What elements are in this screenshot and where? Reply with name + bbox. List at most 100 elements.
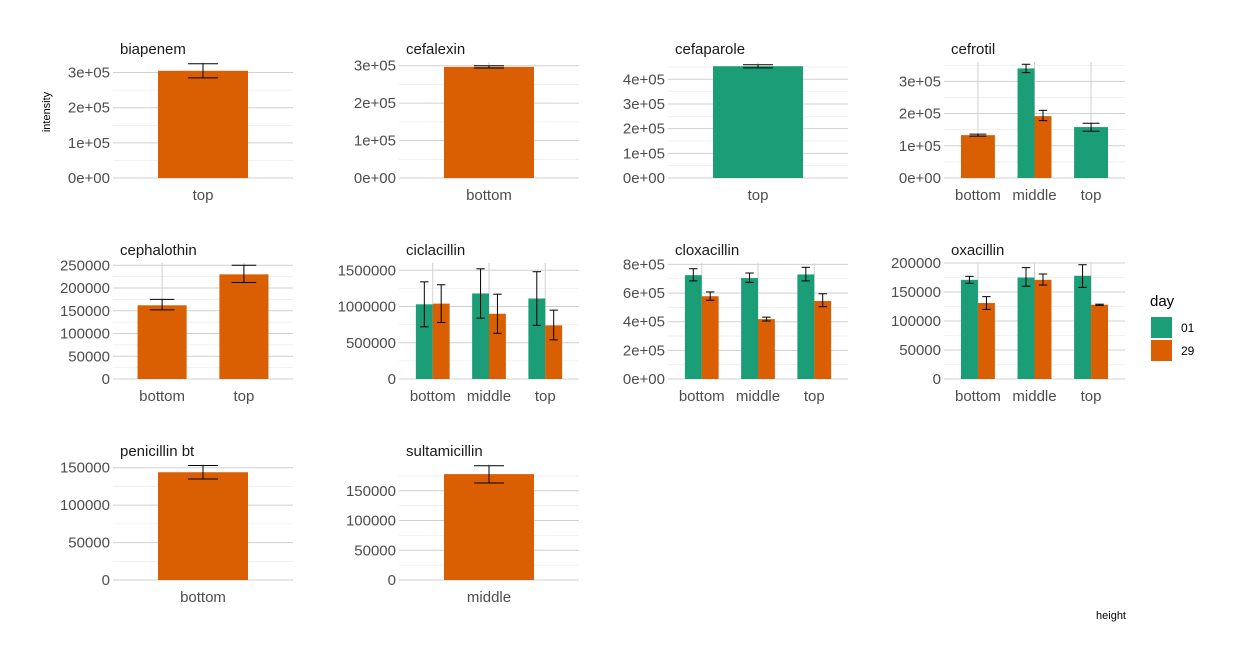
bar-penicillin-bt-bottom-day29 [158,472,248,580]
bar-cefrotil-bottom-day29 [960,135,995,178]
panel-biapenem: biapenem 0e+00 1e+05 2e+05 3e+05 top [68,41,293,204]
panel-sultamicillin: sultamicillin 0 50000 100000 150000 middle [346,443,579,606]
x-tick-label: middle [736,388,780,405]
panel-title: ciclacillin [406,242,465,259]
y-tick-label: 150000 [60,460,110,477]
x-tick-label: bottom [955,388,1001,405]
panel-cefrotil: cefrotil 0e+00 1e+05 2e+05 3e+05 bottom middle… [899,41,1125,204]
panel-title: cloxacillin [675,242,739,259]
y-tick-label: 100000 [60,326,110,343]
x-tick-label: middle [467,388,511,405]
y-tick-label: 1000000 [338,299,396,316]
panel-oxacillin: oxacillin 0 50000 100000 150000 200000 bottom m… [891,242,1125,405]
x-tick-label: top [233,388,254,405]
x-axis-title: height [1096,610,1126,622]
bar-cloxacillin-middle-day29 [758,319,775,379]
panel-title: penicillin bt [120,443,195,460]
bar-oxacillin-middle-day29 [1034,279,1052,379]
panel-title: cefalexin [406,41,465,58]
y-tick-label: 4e+05 [623,314,665,331]
bar-cefalexin-bottom-day29 [444,66,534,178]
panel-cloxacillin: cloxacillin 0e+00 2e+05 4e+05 6e+05 8e+05 bott… [623,242,848,405]
y-tick-label: 200000 [60,280,110,297]
y-tick-label: 250000 [60,257,110,274]
y-tick-label: 1e+05 [623,145,665,162]
y-tick-label: 2e+05 [623,121,665,138]
y-tick-label: 200000 [891,255,941,272]
y-tick-label: 50000 [899,342,941,359]
y-tick-label: 0 [933,371,941,388]
y-tick-label: 100000 [891,313,941,330]
y-tick-label: 1e+05 [899,138,941,155]
bar-ciclacillin-middle-day29 [489,313,506,379]
legend-key-01 [1151,317,1172,338]
panel-cefalexin: cefalexin 0e+00 1e+05 2e+05 3e+05 bottom [354,41,579,204]
legend-label: 29 [1181,344,1195,358]
y-tick-label: 1500000 [338,262,396,279]
bar-cloxacillin-bottom-day01 [684,275,702,379]
bar-cefrotil-middle-day01 [1017,68,1035,178]
y-tick-label: 0 [388,572,396,589]
y-tick-label: 3e+05 [623,96,665,113]
bar-cefrotil-top-day01 [1074,127,1109,178]
panel-cefaparole: cefaparole 0e+00 1e+05 2e+05 3e+05 4e+05 top [623,41,848,204]
bar-cephalothin-bottom-day29 [137,305,187,379]
x-tick-label: bottom [679,388,725,405]
y-tick-label: 0e+00 [623,170,665,187]
y-tick-label: 100000 [60,497,110,514]
panel-title: cephalothin [120,242,197,259]
y-tick-label: 0e+00 [68,170,110,187]
bar-cephalothin-top-day29 [219,274,269,379]
bar-oxacillin-middle-day01 [1017,277,1035,379]
y-tick-label: 100000 [346,513,396,530]
bar-sultamicillin-middle-day29 [444,474,534,580]
y-tick-label: 0e+00 [899,170,941,187]
panel-ciclacillin: ciclacillin 0 500000 1000000 1500000 bottom mi… [338,242,579,405]
x-tick-label: top [1081,187,1102,204]
y-tick-label: 4e+05 [623,71,665,88]
panel-title: cefaparole [675,41,745,58]
legend-label: 01 [1181,321,1195,335]
panel-cephalothin: cephalothin 0 50000 100000 150000 200000 25000… [60,242,293,405]
bar-cefaparole-top-day01 [713,66,803,178]
x-tick-label: bottom [180,589,226,606]
x-tick-label: top [748,187,769,204]
x-tick-label: middle [467,589,511,606]
y-tick-label: 0 [102,371,110,388]
panel-title: cefrotil [951,41,995,58]
y-tick-label: 3e+05 [68,65,110,82]
x-tick-label: middle [1012,388,1056,405]
x-tick-label: top [535,388,556,405]
y-tick-label: 500000 [346,335,396,352]
y-tick-label: 150000 [891,284,941,301]
bar-cloxacillin-middle-day01 [741,278,758,379]
y-tick-label: 1e+05 [68,135,110,152]
y-tick-label: 0e+00 [623,371,665,388]
y-tick-label: 2e+05 [623,342,665,359]
bar-ciclacillin-middle-day01 [472,293,489,379]
bar-biapenem-top-day29 [158,70,248,178]
y-tick-label: 150000 [346,483,396,500]
bar-oxacillin-bottom-day29 [977,303,995,379]
y-tick-label: 0 [102,572,110,589]
y-axis-title: intensity [41,91,53,132]
bar-cloxacillin-top-day01 [797,274,815,379]
x-tick-label: bottom [410,388,456,405]
y-tick-label: 2e+05 [354,95,396,112]
x-tick-label: top [1081,388,1102,405]
x-tick-label: bottom [139,388,185,405]
bar-ciclacillin-top-day29 [545,325,563,379]
y-tick-label: 6e+05 [623,285,665,302]
panel-title: sultamicillin [406,443,483,460]
x-tick-label: bottom [955,187,1001,204]
bar-cefrotil-middle-day29 [1034,116,1052,178]
y-tick-label: 0e+00 [354,170,396,187]
panel-penicillin-bt: penicillin bt 0 50000 100000 150000 bottom [60,443,293,606]
bar-oxacillin-bottom-day01 [960,279,978,379]
y-tick-label: 3e+05 [899,73,941,90]
y-tick-label: 50000 [68,348,110,365]
legend-title: day [1150,293,1175,310]
y-tick-label: 0 [388,371,396,388]
y-tick-label: 2e+05 [68,100,110,117]
